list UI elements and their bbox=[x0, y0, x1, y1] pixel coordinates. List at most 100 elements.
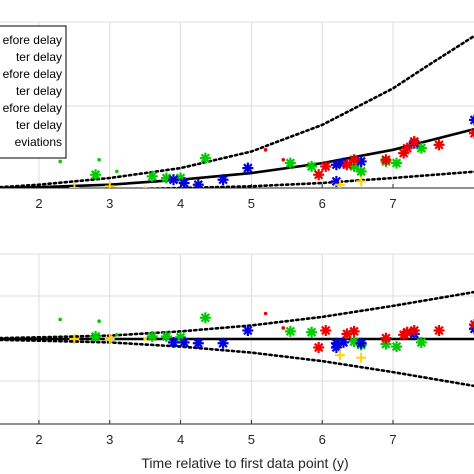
data-point-asterisk bbox=[355, 165, 367, 177]
legend-entry: ter delay bbox=[16, 118, 62, 132]
data-point-asterisk bbox=[313, 169, 325, 181]
x-tick-label: 7 bbox=[389, 432, 396, 447]
fit-line bbox=[0, 127, 474, 188]
legend: efore delay ter delay efore delay ter delay… bbox=[0, 25, 67, 159]
upper-line bbox=[0, 290, 474, 340]
legend-entry: efore delay bbox=[3, 101, 62, 115]
data-point-dot bbox=[281, 157, 286, 162]
x-tick-label: 3 bbox=[106, 196, 113, 211]
data-point-asterisk bbox=[167, 336, 179, 348]
data-point-plus bbox=[356, 176, 367, 187]
data-point-plus bbox=[104, 334, 115, 344]
data-point-dot bbox=[263, 148, 268, 152]
lower-line bbox=[0, 170, 474, 188]
legend-entry: ter delay bbox=[16, 84, 62, 98]
x-tick-label: 7 bbox=[389, 196, 396, 211]
data-point-dot bbox=[58, 159, 62, 164]
data-point-asterisk bbox=[341, 159, 353, 171]
x-tick-label: 6 bbox=[319, 196, 326, 211]
series-plus bbox=[69, 334, 367, 363]
bottom-panel: 2 3 4 5 6 7 bbox=[0, 253, 474, 447]
data-point-asterisk bbox=[468, 127, 474, 139]
x-tick-label: 4 bbox=[177, 196, 184, 211]
data-point-asterisk bbox=[90, 330, 102, 342]
data-point-asterisk bbox=[146, 170, 158, 182]
data-point-asterisk bbox=[380, 332, 392, 344]
data-point-asterisk bbox=[146, 330, 158, 342]
data-point-dot bbox=[115, 332, 119, 337]
data-point-asterisk bbox=[337, 336, 349, 348]
data-point-asterisk bbox=[391, 157, 403, 169]
data-point-asterisk bbox=[178, 336, 190, 348]
series-dot bbox=[58, 317, 119, 337]
data-point-asterisk bbox=[401, 142, 413, 154]
series-dot bbox=[143, 186, 147, 188]
data-point-asterisk bbox=[330, 342, 342, 353]
data-point-asterisk bbox=[217, 174, 229, 186]
data-point-asterisk bbox=[306, 326, 318, 338]
data-point-asterisk bbox=[408, 325, 420, 336]
data-point-plus bbox=[69, 334, 80, 344]
lower-line bbox=[0, 338, 474, 388]
data-point-asterisk bbox=[433, 325, 445, 336]
x-tick-label: 3 bbox=[106, 432, 113, 447]
series-dot bbox=[263, 148, 286, 162]
legend-box bbox=[0, 25, 67, 159]
series-dot bbox=[58, 157, 119, 174]
data-point-asterisk bbox=[433, 139, 445, 151]
data-point-asterisk bbox=[415, 336, 427, 348]
data-point-asterisk bbox=[217, 337, 229, 349]
legend-entry: efore delay bbox=[3, 67, 62, 81]
data-point-plus bbox=[356, 352, 367, 363]
legend-entry: efore delay bbox=[3, 33, 62, 47]
data-point-asterisk bbox=[348, 154, 360, 166]
data-point-dot bbox=[143, 337, 147, 341]
x-tick-label: 2 bbox=[35, 432, 42, 447]
series-asterisk bbox=[313, 319, 474, 353]
series-dot bbox=[263, 311, 286, 330]
data-point-asterisk bbox=[320, 325, 332, 336]
data-point-asterisk bbox=[415, 142, 427, 154]
data-point-asterisk bbox=[408, 136, 420, 148]
data-point-asterisk bbox=[284, 157, 296, 169]
data-point-plus bbox=[334, 179, 345, 188]
data-point-asterisk bbox=[90, 169, 102, 181]
data-point-plus bbox=[69, 183, 80, 188]
x-tick-label: 5 bbox=[248, 432, 255, 447]
x-tick-label: 2 bbox=[35, 196, 42, 211]
plot-content bbox=[0, 34, 474, 188]
x-tick-label: 6 bbox=[319, 432, 326, 447]
data-point-asterisk bbox=[320, 160, 332, 172]
plot-content bbox=[0, 290, 474, 388]
data-point-asterisk bbox=[192, 179, 204, 188]
x-axis-label: Time relative to first data point (y) bbox=[141, 455, 348, 471]
data-point-dot bbox=[58, 317, 62, 322]
legend-entry: eviations bbox=[15, 135, 62, 149]
data-point-asterisk bbox=[284, 325, 296, 337]
plot-area bbox=[0, 21, 474, 189]
series-asterisk bbox=[313, 127, 474, 181]
series-asterisk bbox=[167, 323, 474, 353]
top-panel: 2 3 4 5 6 7 efore delay ter delay efore delay ter… bbox=[0, 21, 474, 211]
data-point-asterisk bbox=[348, 325, 360, 337]
data-point-asterisk bbox=[468, 114, 474, 126]
grid bbox=[0, 21, 474, 188]
series-plus bbox=[69, 176, 367, 188]
data-point-asterisk bbox=[199, 312, 211, 324]
series-asterisk bbox=[167, 114, 474, 188]
data-point-dot bbox=[281, 326, 286, 330]
data-point-asterisk bbox=[242, 325, 254, 336]
data-point-asterisk bbox=[167, 174, 179, 186]
data-point-asterisk bbox=[380, 154, 392, 166]
data-point-asterisk bbox=[242, 162, 254, 174]
upper-line bbox=[0, 34, 474, 188]
data-point-dot bbox=[97, 319, 101, 323]
data-point-asterisk bbox=[192, 337, 204, 349]
data-point-dot bbox=[97, 157, 101, 162]
data-point-asterisk bbox=[199, 152, 211, 164]
data-point-asterisk bbox=[391, 341, 403, 353]
x-tick-label: 4 bbox=[177, 432, 184, 447]
data-point-asterisk bbox=[468, 319, 474, 331]
data-point-dot bbox=[115, 169, 119, 174]
